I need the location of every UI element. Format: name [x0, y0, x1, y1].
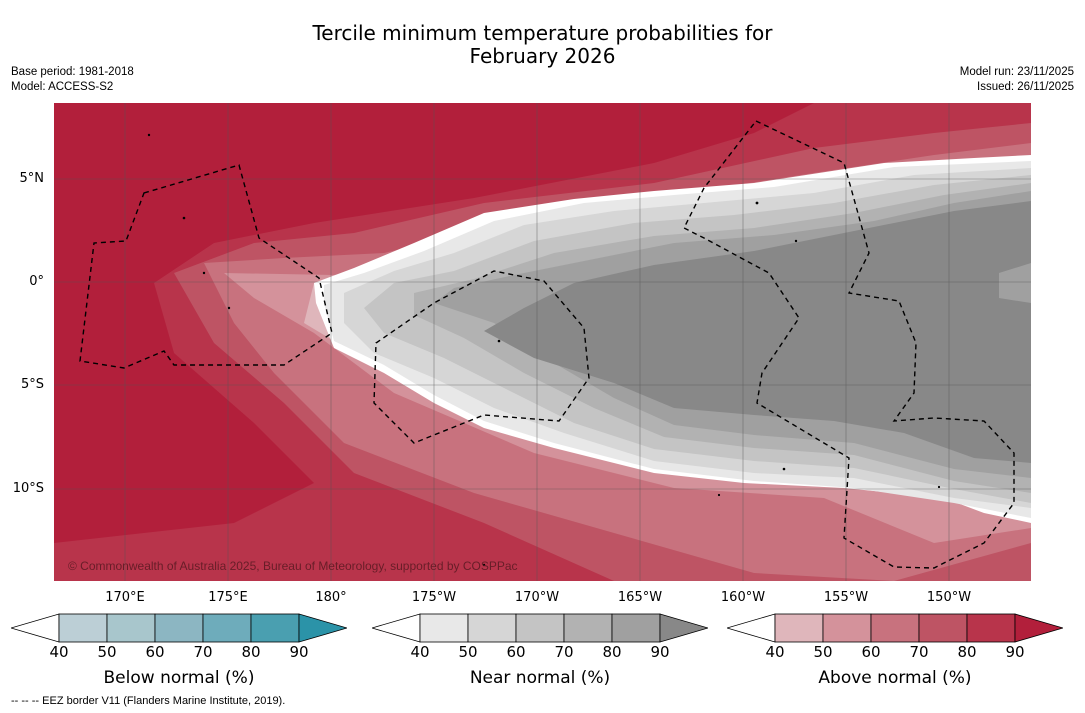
model-run: Model run: 23/11/2025 — [959, 66, 1074, 78]
colorbar-above-min-arrow — [727, 613, 776, 643]
eez-footnote: -- -- -- EEZ border V11 (Flanders Marine… — [11, 695, 286, 707]
colorbar-below-min-arrow — [11, 613, 60, 643]
tick: 60 — [861, 643, 881, 661]
lon-label-150w: 150°W — [926, 590, 972, 605]
tick: 80 — [602, 643, 622, 661]
colorbar-below-max-arrow — [298, 613, 347, 643]
probability-map — [54, 103, 1031, 581]
lon-label-175w: 175°W — [411, 590, 457, 605]
tick: 80 — [241, 643, 261, 661]
tick: 70 — [554, 643, 574, 661]
base-period: Base period: 1981-2018 — [11, 66, 134, 78]
tick: 70 — [193, 643, 213, 661]
colorbar-above-max-arrow — [1014, 613, 1063, 643]
islands — [147, 133, 941, 567]
lon-label-160w: 160°W — [720, 590, 766, 605]
colorbar-near-segment — [611, 613, 661, 643]
tick: 90 — [1005, 643, 1025, 661]
tick: 50 — [813, 643, 833, 661]
colorbar-near-segments — [372, 613, 708, 643]
colorbar-below-segment — [250, 613, 300, 643]
below-normal-label: Below normal (%) — [103, 668, 255, 688]
colorbar-near-segment — [515, 613, 565, 643]
colorbar-below-segment — [106, 613, 156, 643]
tick: 50 — [458, 643, 478, 661]
model-name: Model: ACCESS-S2 — [11, 81, 114, 93]
tick: 80 — [957, 643, 977, 661]
colorbar-below — [11, 613, 347, 643]
colorbar-below-segments — [11, 613, 347, 643]
lon-label-175e: 175°E — [208, 590, 248, 605]
tick: 40 — [765, 643, 785, 661]
title-line-1: Tercile minimum temperature probabilitie… — [312, 21, 773, 45]
lon-label-170e: 170°E — [105, 590, 145, 605]
map-canvas — [54, 103, 1031, 581]
lat-label-5n: 5°N — [19, 171, 45, 186]
eez-borders — [79, 120, 1015, 569]
near-normal-label: Near normal (%) — [469, 668, 611, 688]
tick: 90 — [289, 643, 309, 661]
lat-label-10s: 10°S — [12, 481, 44, 496]
region-near-90 — [484, 201, 1031, 463]
colorbar-above-segment — [870, 613, 920, 643]
colorbar-above — [727, 613, 1063, 643]
lon-label-165w: 165°W — [617, 590, 663, 605]
colorbar-above-segment — [966, 613, 1016, 643]
lat-label-5s: 5°S — [20, 377, 44, 392]
tick: 40 — [49, 643, 69, 661]
tick: 50 — [97, 643, 117, 661]
colorbar-above-segment — [774, 613, 824, 643]
colorbar-near-max-arrow — [659, 613, 708, 643]
title-line-2: February 2026 — [469, 44, 616, 68]
issued-date: Issued: 26/11/2025 — [977, 81, 1074, 93]
meta-right: Model run: 23/11/2025 Issued: 26/11/2025 — [960, 65, 1074, 95]
lon-label-155w: 155°W — [823, 590, 869, 605]
map-title: Tercile minimum temperature probabilitie… — [0, 22, 1085, 68]
colorbar-below-segment — [154, 613, 204, 643]
colorbar-below-segment — [58, 613, 108, 643]
tick: 90 — [650, 643, 670, 661]
colorbar-near-segment — [419, 613, 469, 643]
tick: 60 — [145, 643, 165, 661]
tick: 70 — [909, 643, 929, 661]
lon-label-180: 180° — [315, 590, 347, 605]
lat-label-0: 0° — [29, 274, 44, 289]
colorbar-near-min-arrow — [372, 613, 421, 643]
colorbar-above-segments — [727, 613, 1063, 643]
colorbar-above-segment — [822, 613, 872, 643]
tick: 60 — [506, 643, 526, 661]
above-normal-label: Above normal (%) — [818, 668, 972, 688]
tick: 40 — [410, 643, 430, 661]
colorbar-below-segment — [202, 613, 252, 643]
colorbar-near — [372, 613, 708, 643]
meta-left: Base period: 1981-2018 Model: ACCESS-S2 — [11, 65, 134, 95]
colorbar-near-segment — [563, 613, 613, 643]
colorbar-near-segment — [467, 613, 517, 643]
colorbar-above-segment — [918, 613, 968, 643]
lon-label-170w: 170°W — [514, 590, 560, 605]
copyright-credit: © Commonwealth of Australia 2025, Bureau… — [68, 559, 518, 573]
